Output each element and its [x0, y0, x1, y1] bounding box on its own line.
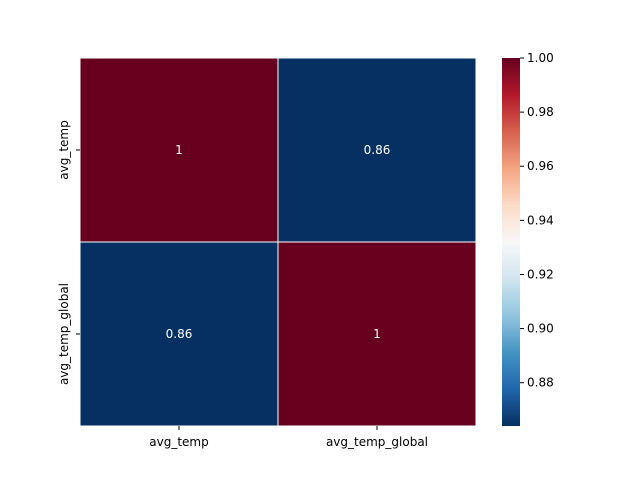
cell-value-label: 1 — [175, 143, 183, 157]
colorbar-tick-label: 0.92 — [527, 267, 554, 281]
colorbar-tick-label: 0.88 — [527, 376, 554, 390]
colorbar-tick-label: 0.96 — [527, 159, 554, 173]
heatmap-cell — [79, 241, 279, 427]
x-tick-label: avg_temp_global — [326, 435, 428, 449]
colorbar-gradient — [502, 58, 520, 426]
heatmap-cell — [277, 241, 477, 427]
y-tick-label: avg_temp_global — [57, 283, 71, 385]
cell-value-label: 0.86 — [166, 327, 193, 341]
heatmap-cells — [79, 57, 477, 427]
colorbar-tick-label: 0.94 — [527, 213, 554, 227]
colorbar-tick-label: 0.90 — [527, 322, 554, 336]
x-tick-label: avg_temp — [149, 435, 208, 449]
heatmap-cell — [79, 57, 279, 243]
colorbar: 0.88 0.90 0.92 0.94 0.96 0.98 1.00 — [502, 51, 554, 426]
cell-value-label: 1 — [373, 327, 381, 341]
x-axis: avg_temp avg_temp_global — [149, 426, 428, 449]
colorbar-tick-label: 1.00 — [527, 51, 554, 65]
y-tick-label: avg_temp — [57, 120, 71, 179]
heatmap-cell — [277, 57, 477, 243]
colorbar-tick-label: 0.98 — [527, 105, 554, 119]
heatmap-cell-labels: 1 0.86 0.86 1 — [166, 143, 391, 341]
y-axis: avg_temp avg_temp_global — [57, 120, 80, 385]
cell-value-label: 0.86 — [364, 143, 391, 157]
